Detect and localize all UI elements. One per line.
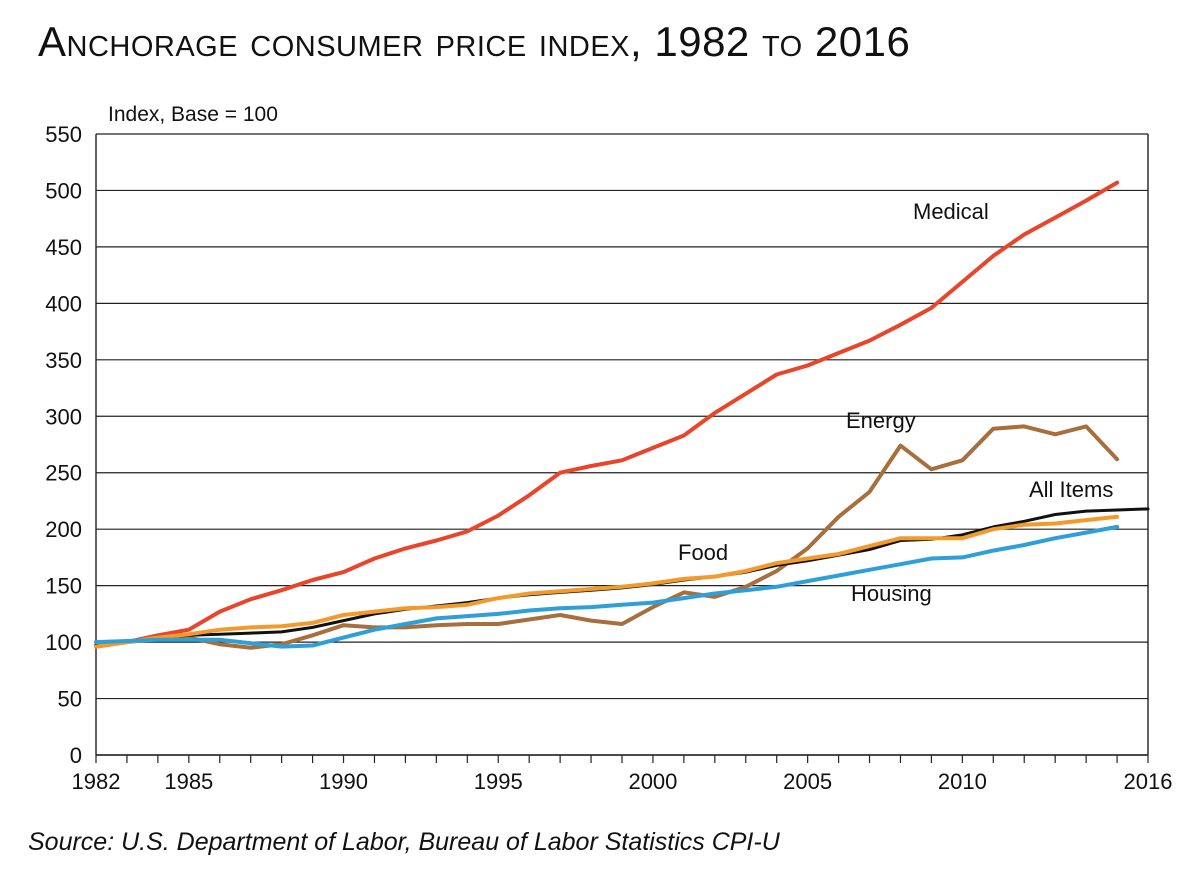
series-label-all-items: All Items (1029, 477, 1113, 502)
axes (95, 134, 1149, 763)
x-tick-label: 1990 (319, 769, 368, 794)
x-tick-label: 2000 (628, 769, 677, 794)
y-tick-label: 500 (45, 178, 82, 203)
y-tick-label: 50 (58, 687, 82, 712)
y-tick-label: 300 (45, 404, 82, 429)
chart-title: Anchorage consumer price index, 1982 to … (38, 18, 911, 65)
y-tick-label: 100 (45, 630, 82, 655)
series-label-energy: Energy (846, 408, 916, 433)
y-tick-labels: 0 50 100 150 200 250 300 350 400 450 500 550 (45, 122, 82, 768)
x-tick-label: 2010 (938, 769, 987, 794)
series-label-housing: Housing (851, 581, 932, 606)
y-tick-label: 350 (45, 348, 82, 373)
grid-lines (96, 133, 1148, 756)
x-tick-labels: 1982 1985 1990 1995 2000 2005 2010 2016 (72, 769, 1173, 794)
x-tick-label: 2016 (1124, 769, 1173, 794)
series-line-food (94, 514, 1120, 649)
x-tick-label: 1982 (72, 769, 121, 794)
y-tick-label: 150 (45, 574, 82, 599)
y-tick-label: 400 (45, 291, 82, 316)
series-label-medical: Medical (913, 199, 989, 224)
series-line-medical (94, 180, 1120, 649)
series-label-food: Food (678, 540, 728, 565)
y-tick-label: 450 (45, 235, 82, 260)
y-tick-label: 0 (70, 743, 82, 768)
series-labels: Medical Energy All Items Food Housing (678, 199, 1113, 606)
y-tick-label: 250 (45, 461, 82, 486)
x-tick-label: 2005 (783, 769, 832, 794)
x-tick-label: 1985 (164, 769, 213, 794)
y-axis-unit-label: Index, Base = 100 (108, 103, 278, 126)
series-lines (94, 180, 1150, 650)
series-line-housing (94, 524, 1120, 649)
source-note: Source: U.S. Department of Labor, Bureau… (28, 828, 780, 856)
y-tick-label: 200 (45, 517, 82, 542)
y-tick-label: 550 (45, 122, 82, 147)
x-tick-label: 1995 (474, 769, 523, 794)
